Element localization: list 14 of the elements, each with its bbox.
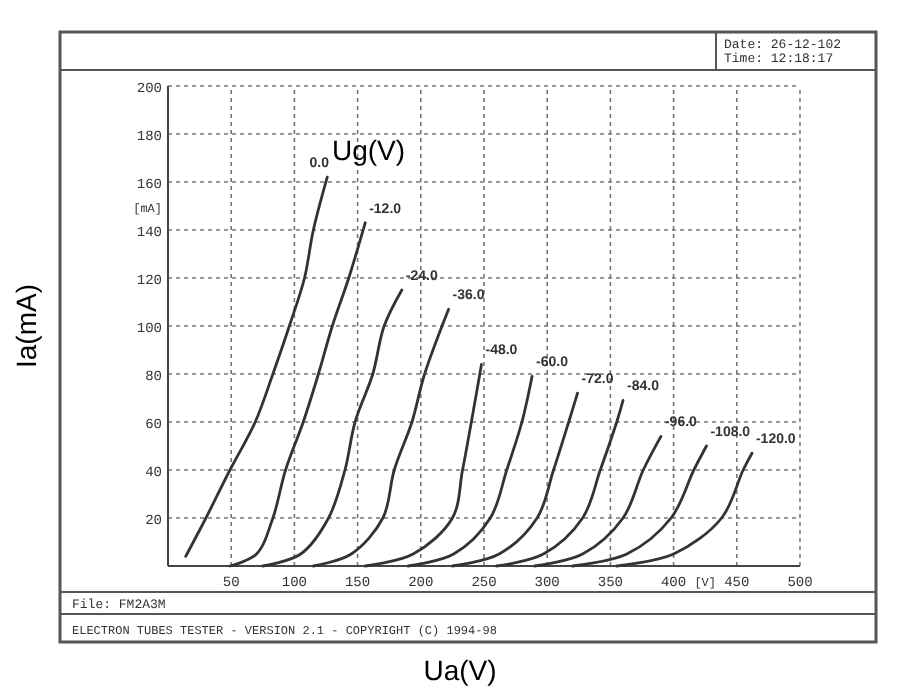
line-series xyxy=(406,375,534,568)
line-series xyxy=(311,307,451,568)
y-axis-title: Ia(mA) xyxy=(10,284,42,368)
x-axis-title: Ua(V) xyxy=(423,654,497,686)
line-series xyxy=(228,221,367,568)
annotation: Ug(V) xyxy=(332,134,406,166)
line-series xyxy=(571,444,708,568)
line-series xyxy=(184,175,329,558)
line-series xyxy=(495,399,625,568)
line-series xyxy=(261,288,404,568)
line-series xyxy=(533,435,663,568)
line-series xyxy=(363,363,483,568)
line-series xyxy=(451,391,579,568)
line-series xyxy=(615,451,754,568)
